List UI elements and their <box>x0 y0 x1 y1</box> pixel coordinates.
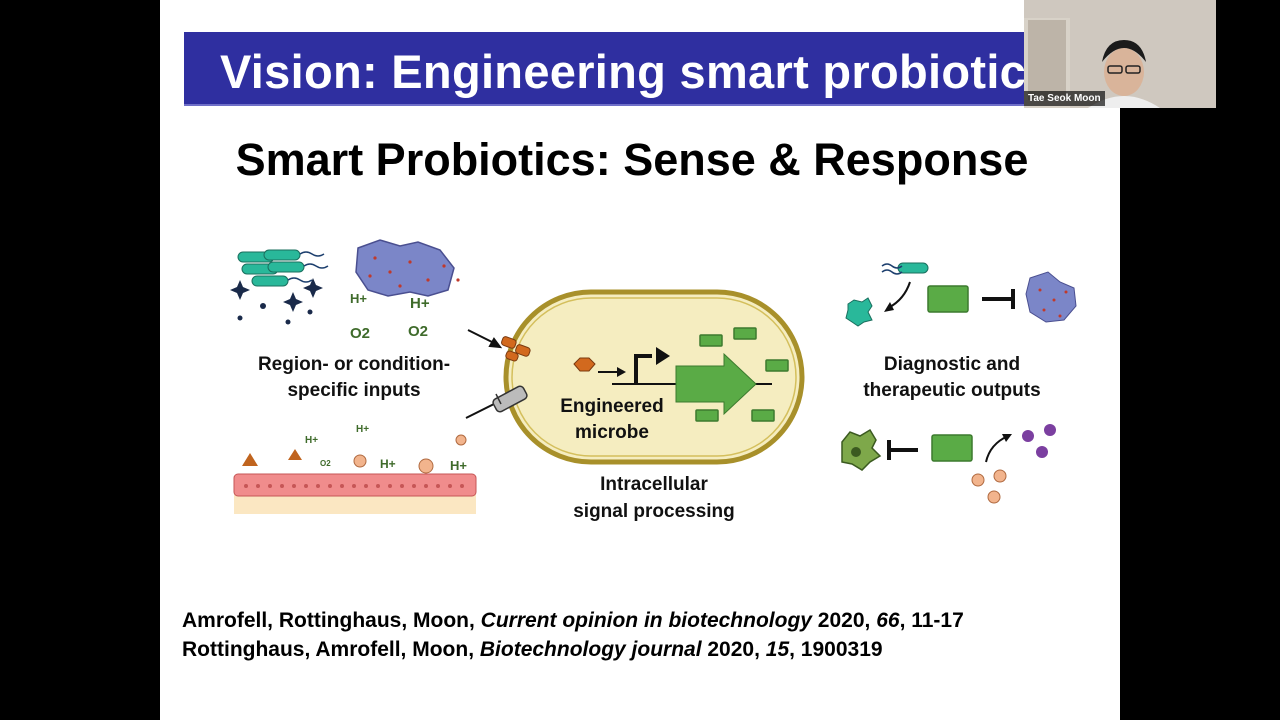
participant-name: Tae Seok Moon <box>1024 91 1105 106</box>
transporter-icon <box>492 385 528 413</box>
reference-journal: Biotechnology journal <box>479 638 702 661</box>
microbe-label-line2: microbe <box>575 422 649 443</box>
reference-pages: , 11-17 <box>899 609 964 632</box>
inputs-label-line1: Region- or condition- <box>258 354 450 375</box>
h-plus-label: H+ <box>356 424 369 435</box>
references: Amrofell, Rottinghaus, Moon, Current opi… <box>182 606 964 664</box>
o2-label: O2 <box>350 325 370 342</box>
protein-products-icon <box>695 327 789 422</box>
bacteria-cluster-icon <box>237 249 329 287</box>
presenter-video-tile[interactable]: Tae Seok Moon <box>1024 0 1216 108</box>
therapeutic-output-bottom <box>841 424 1056 504</box>
processing-label-line2: signal processing <box>573 501 735 522</box>
receptor-icon <box>501 336 531 362</box>
h-plus-label: H+ <box>450 458 467 473</box>
h-plus-label: H+ <box>380 457 396 471</box>
h-plus-label: H+ <box>305 435 318 446</box>
microbe-label-line1: Engineered <box>560 396 663 417</box>
slide-subtitle: Smart Probiotics: Sense & Response <box>235 134 1029 185</box>
title-banner: Vision: Engineering smart probiotics <box>184 32 1120 106</box>
promoter-gene-icon <box>612 347 772 416</box>
outputs-label-line1: Diagnostic and <box>884 354 1020 375</box>
reference-line-2: Rottinghaus, Amrofell, Moon, Biotechnolo… <box>182 635 964 664</box>
sense-response-diagram: H+ H+ O2 O2 Region- or condition- specif… <box>230 239 1077 522</box>
engineered-microbe-cell <box>503 289 805 465</box>
o2-label: O2 <box>408 323 428 340</box>
signal-molecule-icon <box>573 357 626 377</box>
tumor-cluster-icon <box>355 239 460 297</box>
chemical-labels-top: H+ H+ O2 O2 <box>350 291 430 342</box>
reference-volume: 15 <box>765 638 790 661</box>
sparkle-icons <box>230 278 323 325</box>
inputs-label-line2: specific inputs <box>287 380 420 401</box>
o2-label: O2 <box>320 459 331 468</box>
h-plus-label: H+ <box>350 291 367 306</box>
outputs-label-line2: therapeutic outputs <box>863 380 1040 401</box>
diagnostic-output-top <box>845 262 1077 327</box>
reference-authors: Rottinghaus, Amrofell, Moon, <box>182 638 480 661</box>
reference-year: 2020, <box>701 638 766 661</box>
reference-pages: , 1900319 <box>789 638 883 661</box>
reference-line-1: Amrofell, Rottinghaus, Moon, Current opi… <box>182 606 964 635</box>
reference-authors: Amrofell, Rottinghaus, Moon, <box>182 609 481 632</box>
reference-volume: 66 <box>876 609 900 632</box>
reference-year: 2020, <box>811 609 877 632</box>
reference-journal: Current opinion in biotechnology <box>480 609 812 632</box>
input-molecules: H+ H+ H+ H+ O2 <box>242 424 467 474</box>
slide: Vision: Engineering smart probiotics Sma… <box>160 0 1120 720</box>
banner-title: Vision: Engineering smart probiotics <box>220 45 1053 98</box>
h-plus-label: H+ <box>410 295 430 312</box>
intestinal-epithelium-icon <box>233 473 477 514</box>
processing-label-line1: Intracellular <box>600 474 708 495</box>
